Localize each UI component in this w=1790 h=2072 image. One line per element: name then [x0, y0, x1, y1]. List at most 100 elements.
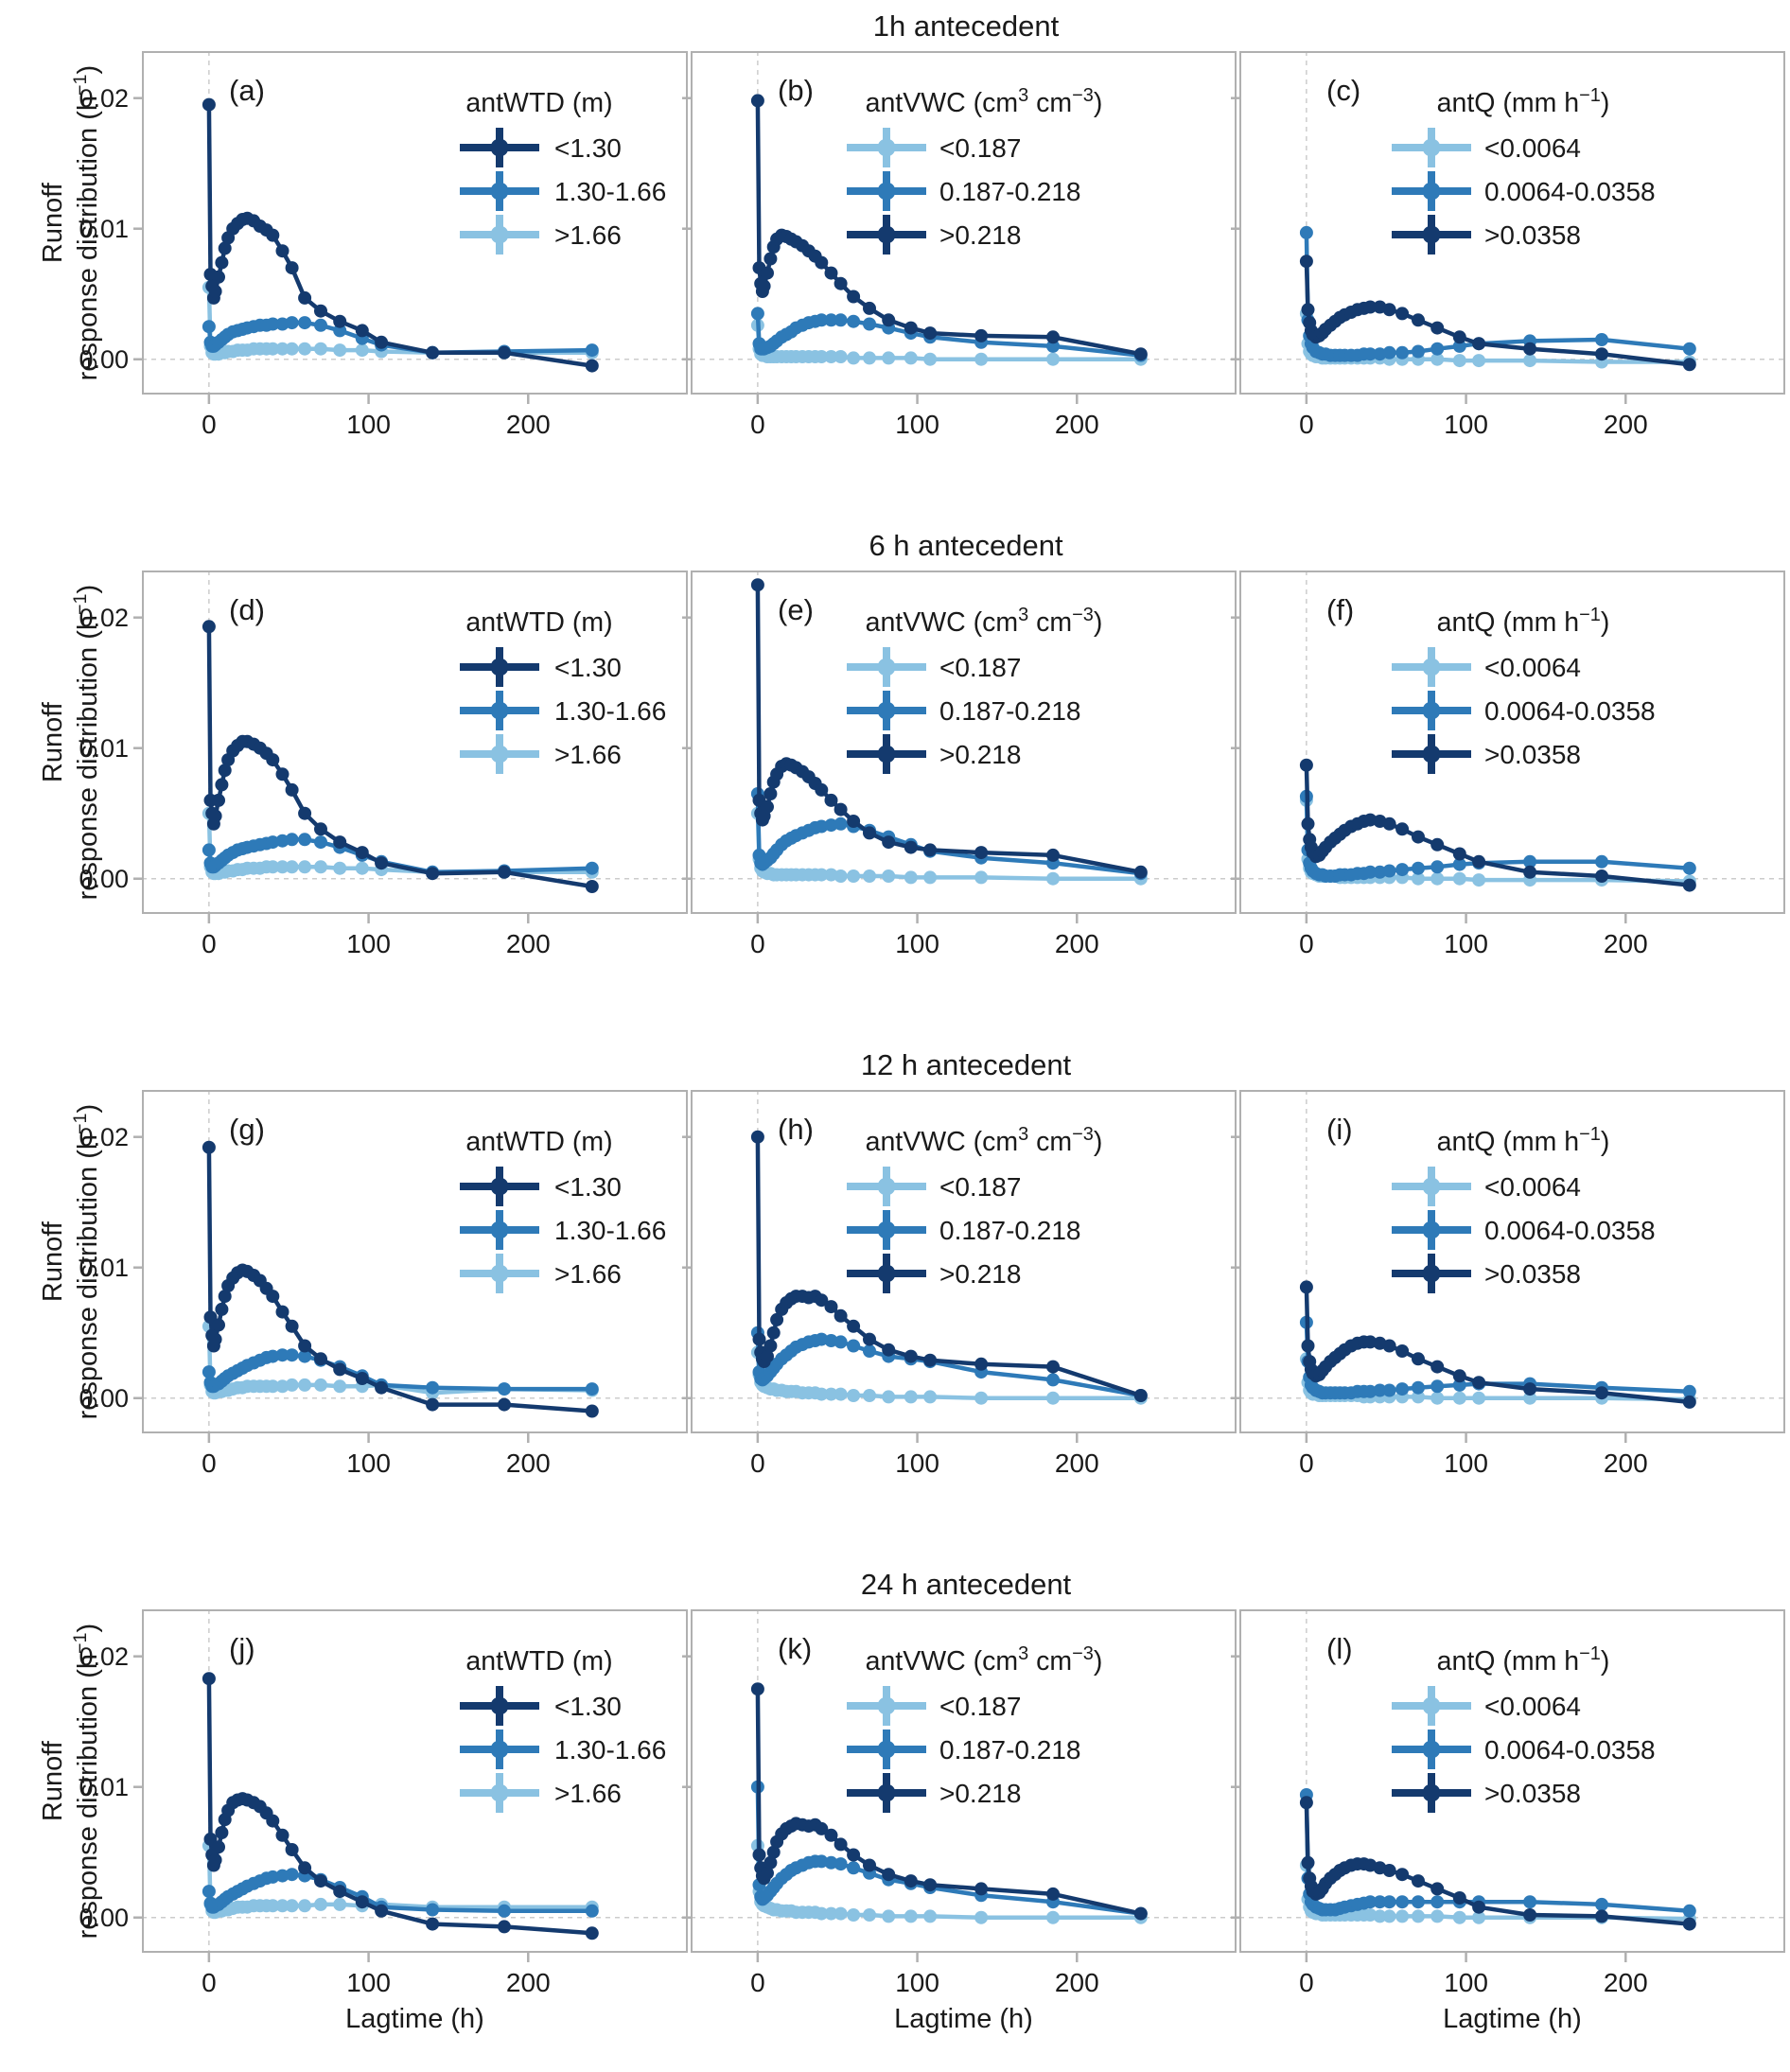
- data-point: [218, 1290, 232, 1304]
- data-point: [834, 313, 848, 327]
- figure-row-3: 12 h antecedent Runoff response distributi…: [0, 1045, 1790, 1483]
- legend-entry: 0.187-0.218: [847, 171, 1080, 211]
- data-point: [863, 869, 876, 883]
- data-point: [266, 228, 280, 242]
- data-point: [1301, 1855, 1315, 1870]
- data-point: [1523, 1895, 1537, 1909]
- data-point: [285, 1899, 299, 1913]
- data-point: [333, 314, 347, 328]
- data-point: [824, 313, 838, 327]
- series-antWTD-dark: [202, 1140, 599, 1418]
- data-point: [1430, 352, 1445, 366]
- legend-marker-dot: [1422, 225, 1441, 244]
- row-title: 24 h antecedent: [860, 1568, 1072, 1601]
- data-point: [923, 352, 938, 366]
- legend-antQ: antQ (mm h−1) <0.0064 0.0064-0.0358 >0.0358: [1392, 605, 1656, 774]
- legend-marker-dot: [490, 1783, 509, 1802]
- legend-marker-dot: [490, 1264, 509, 1283]
- x-tick-label: 200: [1604, 1449, 1648, 1478]
- legend-marker-dot: [490, 745, 509, 764]
- data-point: [763, 787, 778, 800]
- legend-entry: <0.187: [847, 647, 1021, 687]
- data-point: [1412, 1352, 1425, 1366]
- data-point: [1382, 1383, 1396, 1397]
- legend-entry: 1.30-1.66: [460, 1730, 666, 1769]
- data-point: [1363, 347, 1378, 361]
- data-point: [974, 1391, 989, 1405]
- legend-entry: 0.0064-0.0358: [1392, 1730, 1656, 1769]
- data-point: [882, 1909, 896, 1923]
- data-point: [1412, 1874, 1425, 1888]
- legend-marker-dot: [877, 745, 896, 764]
- series-antQ-dark: [1299, 255, 1696, 372]
- y-tick-label: 0.00: [79, 344, 129, 374]
- data-point: [1373, 1895, 1387, 1909]
- series-antWTD-light: [202, 806, 599, 881]
- data-point: [298, 342, 312, 356]
- data-point: [1363, 865, 1378, 879]
- legend-title: antQ (mm h−1): [1437, 85, 1610, 118]
- y-axis-gutter: Runoff response distribution (h−1) 0.00 0.0…: [0, 51, 142, 444]
- data-point: [285, 1378, 299, 1392]
- legend-entry: >1.66: [460, 1773, 622, 1813]
- data-point: [1430, 1360, 1445, 1374]
- panel-c: 0 100 200 (c) antQ (mm h−1) <0.0064 0.0064-0.0…: [1231, 51, 1785, 444]
- data-point: [1472, 1391, 1486, 1405]
- panel-letter: (i): [1326, 1113, 1353, 1146]
- panel-plot-j: 0 100 200 (j) antWTD (m) <1.30 1.30-1.66 >1.66: [133, 1609, 688, 1997]
- figure-row-2: 6 h antecedent Runoff response distributio…: [0, 525, 1790, 963]
- data-point: [1382, 303, 1396, 317]
- data-point: [824, 1300, 838, 1314]
- data-point: [202, 320, 216, 334]
- legend-label: >1.66: [554, 740, 622, 769]
- panel-letter: (l): [1326, 1632, 1353, 1665]
- data-point: [1412, 1909, 1425, 1923]
- series-antVWC-mid: [750, 787, 1148, 881]
- data-point: [1472, 854, 1486, 869]
- data-point: [1523, 342, 1537, 356]
- data-point: [1133, 865, 1148, 879]
- y-tick-label: 0.02: [79, 83, 129, 113]
- data-point: [815, 1906, 829, 1921]
- data-point: [1382, 1864, 1396, 1877]
- data-point: [1046, 1910, 1060, 1924]
- data-point: [1523, 865, 1537, 879]
- data-point: [1301, 817, 1315, 831]
- legend-antVWC: antVWC (cm3 cm−3) <0.187 0.187-0.218 >0.218: [847, 1643, 1102, 1813]
- data-point: [834, 802, 848, 817]
- legend-entry: >1.66: [460, 215, 622, 255]
- panel-plot-h: 0 100 200 (h) antVWC (cm3 cm−3) <0.187 0.187-0…: [682, 1090, 1237, 1478]
- legend-entry: >0.0358: [1392, 1773, 1581, 1813]
- data-point: [1523, 854, 1537, 869]
- panel-border: [142, 51, 688, 395]
- panel-plot-i: 0 100 200 (i) antQ (mm h−1) <0.0064 0.0064-0.0…: [1231, 1090, 1785, 1478]
- legend-entry: 1.30-1.66: [460, 1210, 666, 1250]
- data-point: [974, 870, 989, 885]
- legend-entry: <0.187: [847, 128, 1021, 167]
- data-point: [1523, 1391, 1537, 1405]
- data-point: [355, 1895, 369, 1909]
- panel-border: [691, 1090, 1237, 1433]
- data-point: [1682, 878, 1696, 892]
- data-point: [1046, 1373, 1060, 1387]
- panels-row: 0 100 200 (g) antWTD (m) <1.30 1.30-1.66 >1.66 0…: [133, 1090, 1785, 1483]
- data-point: [824, 1828, 838, 1842]
- series-antWTD-dark: [202, 620, 599, 893]
- data-point: [333, 861, 347, 875]
- data-point: [498, 1382, 511, 1396]
- legend-antQ: antQ (mm h−1) <0.0064 0.0064-0.0358 >0.0358: [1392, 85, 1656, 255]
- data-point: [904, 870, 918, 885]
- panel-plot-k: 0 100 200 (k) antVWC (cm3 cm−3) <0.187 0.187-0…: [682, 1609, 1237, 1997]
- data-point: [757, 279, 771, 293]
- legend-entry: >0.218: [847, 734, 1021, 774]
- data-point: [974, 328, 989, 342]
- data-point: [285, 342, 299, 356]
- legend-label: >0.0358: [1484, 220, 1581, 250]
- panel-a: 0 100 200 (a) antWTD (m) <1.30 1.30-1.66 >1.66: [133, 51, 688, 444]
- x-tick-label: 100: [1444, 1449, 1488, 1478]
- x-tick-label: 0: [750, 929, 765, 958]
- data-point: [215, 1826, 229, 1839]
- data-point: [923, 1909, 938, 1923]
- legend-entry: >0.218: [847, 215, 1021, 255]
- x-tick-label: 0: [1299, 410, 1314, 439]
